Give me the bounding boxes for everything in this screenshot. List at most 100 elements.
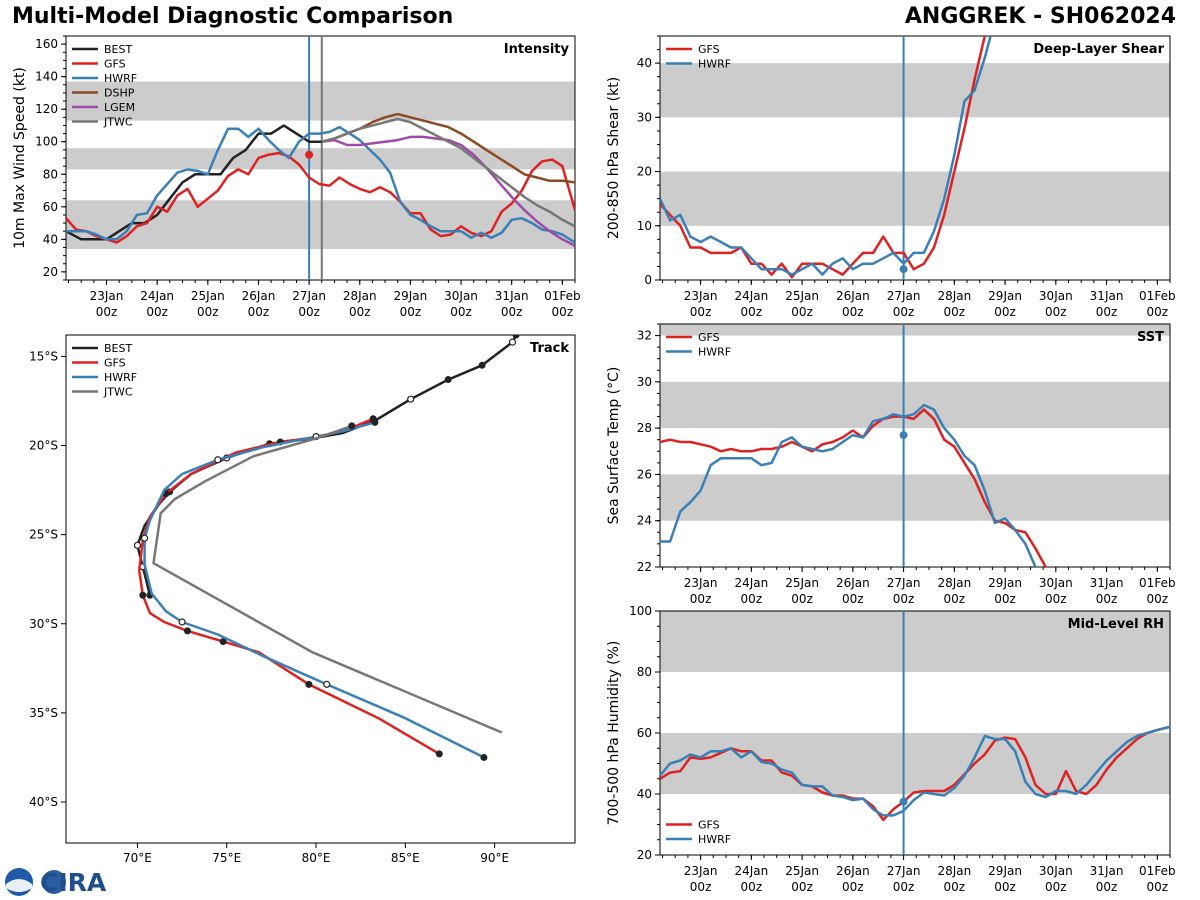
y-tick-label: 35°S [29, 706, 58, 720]
series-line-gfs [660, 725, 1170, 822]
x-tick-label-hour: 00z [146, 305, 168, 319]
chart-track: 15°S 20°S 25°S 30°S 35°S 40°S 70°E 75°E 80°E 85°E… [29, 334, 576, 865]
x-tick-label-date: 26Jan [836, 864, 870, 878]
y-tick-label: 32 [637, 329, 652, 343]
y-tick-label: 30 [637, 110, 652, 124]
chart-sst: 22 24 26 28 30 32 23Jan 00z 24Jan 00z 25Jan 00z 26Ja… [606, 323, 1176, 606]
x-tick-label-hour: 00z [791, 880, 813, 894]
x-tick-label: 80°E [302, 851, 331, 865]
legend-label-jtwc: JTWC [103, 386, 133, 399]
legend: GFS HWRF [666, 43, 731, 71]
track-point-filled [305, 680, 313, 688]
analysis-marker [899, 431, 908, 440]
x-tick-label-date: 31Jan [495, 289, 529, 303]
shaded-band [660, 474, 1170, 521]
panel-title: SST [1137, 330, 1164, 345]
y-tick-label: 40 [637, 787, 652, 801]
shaded-band [660, 381, 1170, 429]
x-tick-label-date: 24Jan [140, 289, 174, 303]
legend-label-gfs: GFS [698, 43, 720, 56]
x-tick-label-date: 28Jan [937, 576, 971, 590]
track-point-open [214, 456, 222, 464]
series-line-jtwc [321, 117, 575, 228]
shaded-band [660, 324, 1170, 336]
track-point-filled [183, 627, 191, 635]
y-tick-label: 28 [637, 421, 652, 435]
x-tick-label-date: 31Jan [1090, 289, 1124, 303]
y-tick-label: 24 [637, 514, 652, 528]
series-line-jtwc [152, 424, 503, 734]
x-tick-label-hour: 00z [248, 305, 270, 319]
x-tick-label-hour: 00z [842, 305, 864, 319]
shaded-band [660, 733, 1170, 794]
analysis-marker [305, 150, 314, 159]
y-tick-label: 40 [43, 232, 58, 246]
y-tick-label: 160 [35, 37, 58, 51]
x-tick-label-hour: 00z [400, 305, 422, 319]
x-tick-label-hour: 00z [501, 305, 523, 319]
analysis-marker [899, 797, 908, 806]
track-point-filled [371, 418, 379, 426]
x-tick-label-hour: 00z [944, 880, 966, 894]
legend-label-best: BEST [104, 342, 132, 355]
axes-frame [65, 334, 576, 844]
series-line-best [136, 335, 518, 596]
legend-label-best: BEST [104, 43, 132, 56]
x-tick-label-date: 28Jan [343, 289, 377, 303]
x-tick-label-date: 30Jan [1039, 576, 1073, 590]
x-tick-label-hour: 00z [741, 592, 763, 606]
x-tick-label-hour: 00z [1147, 880, 1169, 894]
track-point-filled [139, 591, 147, 599]
series-line-lgem [321, 135, 575, 247]
x-tick-label-hour: 00z [994, 305, 1016, 319]
x-tick-label-hour: 00z [1147, 305, 1169, 319]
plot-area [660, 36, 992, 280]
series-line-best [66, 124, 322, 241]
series-line-hwrf [660, 403, 1037, 567]
y-tick-label: 120 [35, 102, 58, 116]
x-tick-label-hour: 00z [298, 305, 320, 319]
shaded-band [66, 148, 575, 170]
x-tick-label-date: 31Jan [1090, 576, 1124, 590]
y-tick-label: 25°S [29, 528, 58, 542]
storm-id-title: ANGGREK - SH062024 [904, 4, 1176, 29]
legend-label-hwrf: HWRF [698, 833, 731, 846]
x-tick-label-hour: 00z [690, 305, 712, 319]
x-tick-label-date: 30Jan [1039, 864, 1073, 878]
track-point-open [178, 618, 186, 626]
x-tick-label-date: 28Jan [937, 289, 971, 303]
panel-title: Track [530, 341, 569, 356]
x-tick-label-hour: 00z [944, 305, 966, 319]
x-tick-label-date: 26Jan [242, 289, 276, 303]
x-tick-label-date: 24Jan [734, 289, 768, 303]
x-tick-label-date: 24Jan [734, 576, 768, 590]
x-tick-label-date: 23Jan [684, 864, 718, 878]
cira-logo: CIRA [5, 868, 107, 897]
x-tick-label-date: 26Jan [836, 576, 870, 590]
series-line-gfs [660, 36, 987, 279]
track-point-filled [480, 753, 488, 761]
x-tick-label-hour: 00z [741, 880, 763, 894]
x-tick-label-date: 27Jan [292, 289, 326, 303]
y-tick-label: 20°S [29, 439, 58, 453]
x-tick-label: 90°E [480, 851, 509, 865]
x-tick-label-hour: 00z [741, 305, 763, 319]
legend-label-lgem: LGEM [104, 101, 135, 114]
track-point-filled [219, 638, 227, 646]
x-tick-label-hour: 00z [1096, 592, 1118, 606]
series-line-gfs [66, 151, 575, 244]
x-tick-label-date: 29Jan [988, 576, 1022, 590]
x-tick-label-date: 23Jan [684, 576, 718, 590]
x-tick-label-date: 27Jan [887, 289, 921, 303]
legend-label-jtwc: JTWC [103, 116, 133, 129]
y-tick-label: 60 [637, 726, 652, 740]
legend-label-gfs: GFS [698, 331, 720, 344]
x-tick-label-hour: 00z [450, 305, 472, 319]
legend-label-hwrf: HWRF [698, 346, 731, 359]
x-tick-label-hour: 00z [1096, 880, 1118, 894]
legend: GFS HWRF [666, 331, 731, 359]
x-tick-label-date: 01Feb [544, 289, 581, 303]
